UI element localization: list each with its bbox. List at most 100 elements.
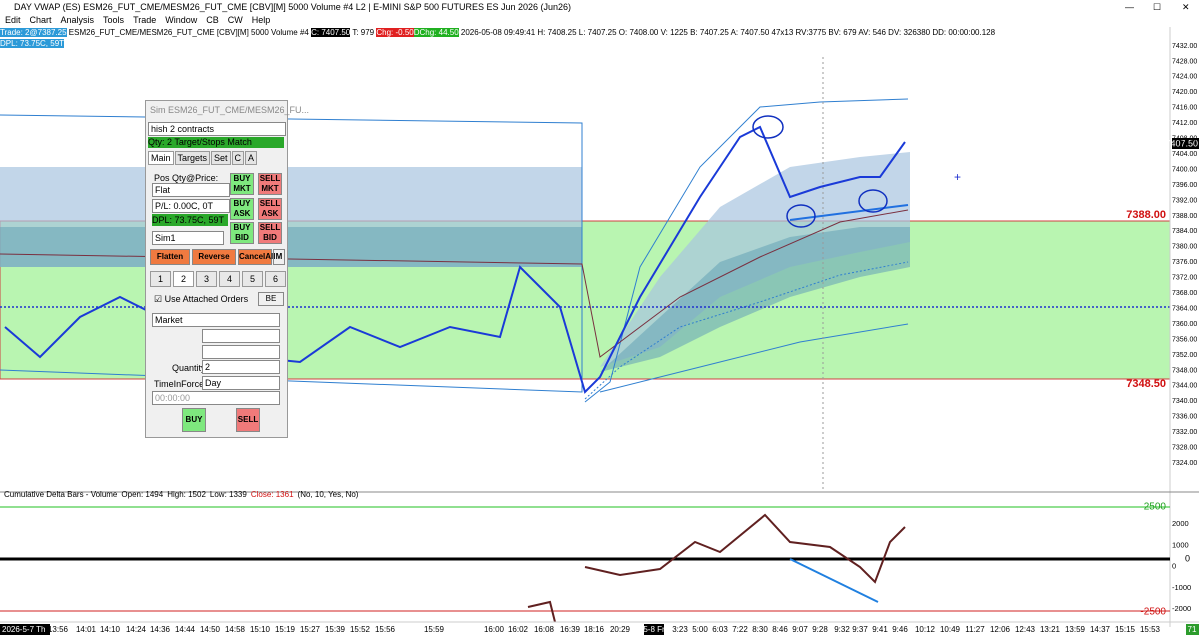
reverse[interactable]: Reverse <box>192 249 236 265</box>
time-tick-label: 14:58 <box>225 625 246 634</box>
time-tick-label: 7:22 <box>732 625 748 634</box>
m[interactable]: M <box>273 249 285 265</box>
sell[interactable]: SELL <box>236 408 260 432</box>
menu-item[interactable]: Tools <box>103 15 125 25</box>
sell-bid[interactable]: SELL BID <box>258 222 282 244</box>
time-tick-label: 14:50 <box>200 625 221 634</box>
menu-item[interactable]: CB <box>206 15 219 25</box>
price-tick-label: 7432.00 <box>1172 43 1197 50</box>
time-tick-label: 20:29 <box>610 625 631 634</box>
date-label: 2026-5-7 Th <box>2 625 45 634</box>
buy-ask[interactable]: BUY ASK <box>230 198 254 220</box>
price-tick-label: 7352.00 <box>1172 352 1197 359</box>
time-tick-label: 9:28 <box>812 625 828 634</box>
price-tick-label: 7416.00 <box>1172 105 1197 112</box>
close: C: 7407.50 <box>311 28 351 37</box>
buy-mkt[interactable]: BUY MKT <box>230 173 254 195</box>
price-tick-label: 7396.00 <box>1172 182 1197 189</box>
time-tick-label: 9:41 <box>872 625 888 634</box>
menu-item[interactable]: Edit <box>5 15 21 25</box>
price-tick-label: 7384.00 <box>1172 228 1197 235</box>
time-tick-label: 10:49 <box>940 625 961 634</box>
trade-label: Trade: 2@7387.25 <box>0 28 67 37</box>
tif[interactable]: Day <box>202 376 280 390</box>
price-tick-label: 7428.00 <box>1172 58 1197 65</box>
qty-button[interactable]: 6 <box>265 271 286 287</box>
tab[interactable]: Main <box>148 151 174 165</box>
time-tick-label: 15:10 <box>250 625 271 634</box>
pos-dpl: DPL: 73.75C, 59T <box>152 214 228 226</box>
time-tick-label: 15:39 <box>325 625 346 634</box>
time-tick-label: 14:24 <box>126 625 147 634</box>
price-tick-label: 7388.00 <box>1172 213 1197 220</box>
qty-button[interactable]: 2 <box>173 271 194 287</box>
tab[interactable]: Targets <box>174 151 211 165</box>
price-tick-label: 7368.00 <box>1172 290 1197 297</box>
price-tick-label: 7424.00 <box>1172 74 1197 81</box>
delta-title: Cumulative Delta Bars - Volume Open: 1494… <box>4 490 359 499</box>
delta-tick-label: 2000 <box>1172 519 1189 528</box>
field[interactable] <box>202 329 280 343</box>
price-tick-label: 7332.00 <box>1172 429 1197 436</box>
order-type[interactable]: Market <box>152 313 280 327</box>
time-tick-label: 16:02 <box>508 625 529 634</box>
pos: Flat <box>152 183 230 197</box>
sell-ask[interactable]: SELL ASK <box>258 198 282 220</box>
flatten[interactable]: Flatten <box>150 249 190 265</box>
title-bar: DAY VWAP (ES) ESM26_FUT_CME/MESM26_FUT_C… <box>14 2 1190 12</box>
account[interactable]: Sim1 <box>152 231 224 245</box>
buy[interactable]: BUY <box>182 408 206 432</box>
time-tick-label: 8:30 <box>752 625 768 634</box>
menu-item[interactable]: Trade <box>133 15 157 25</box>
menu-item[interactable]: CW <box>227 15 243 25</box>
status: Qty: 2 Target/Stops Match <box>148 137 284 148</box>
time-tick-label: 13:21 <box>1040 625 1061 634</box>
header: Trade: 2@7387.25 ESM26_FUT_CME/MESM26_FU… <box>0 27 1170 49</box>
qty-button[interactable]: 5 <box>242 271 263 287</box>
buy-bid[interactable]: BUY BID <box>230 222 254 244</box>
delta-zero-label: 0 <box>1185 553 1190 563</box>
cancel-all[interactable]: CancelAll <box>238 249 275 265</box>
time-tick-label: 9:46 <box>892 625 908 634</box>
tab[interactable]: A <box>245 151 258 165</box>
time-tick-label: 9:32 <box>834 625 850 634</box>
quantity-label: Quantity: <box>172 363 209 373</box>
tab[interactable]: Set <box>211 151 231 165</box>
menu-item[interactable]: Analysis <box>60 15 95 25</box>
time[interactable]: 00:00:00 <box>152 391 280 405</box>
tif-label: TimeInForce: <box>154 379 207 389</box>
time-tick-label: 16:08 <box>534 625 555 634</box>
time-tick-label: 15:56 <box>375 625 396 634</box>
last-price-label: 7407.50 <box>1165 138 1198 148</box>
menu-item[interactable]: Chart <box>29 15 52 25</box>
qty-button[interactable]: 4 <box>219 271 240 287</box>
time-tick-label: 14:10 <box>100 625 121 634</box>
qty-button[interactable]: 3 <box>196 271 217 287</box>
price-tick-label: 7328.00 <box>1172 445 1197 452</box>
price-tick-label: 7400.00 <box>1172 166 1197 173</box>
strategy[interactable]: hish 2 contracts <box>148 122 286 136</box>
menu-item[interactable]: Help <box>251 15 271 25</box>
be[interactable]: BE <box>258 292 284 306</box>
delta-tick-label: 0 <box>1172 562 1176 571</box>
qty-button[interactable]: 1 <box>150 271 171 287</box>
dpl: DPL: 73.75C, 59T <box>0 39 65 48</box>
time-tick-label: 9:37 <box>852 625 868 634</box>
sell-mkt[interactable]: SELL MKT <box>258 173 282 195</box>
time-tick-label: 15:27 <box>300 625 321 634</box>
field[interactable] <box>202 345 280 359</box>
menu-item[interactable]: Window <box>165 15 198 25</box>
tab[interactable]: C <box>231 151 245 165</box>
pl: P/L: 0.00C, 0T <box>152 199 230 213</box>
price-tick-label: 7336.00 <box>1172 414 1197 421</box>
ticks: T: 979 <box>352 28 375 37</box>
price-tick-label: 7340.00 <box>1172 398 1197 405</box>
info: 2026-05-08 09:49:41 H: 7408.25 L: 7407.2… <box>460 28 996 37</box>
day-marker <box>644 624 664 635</box>
attached[interactable]: ☑ Use Attached Orders <box>154 294 249 304</box>
quantity[interactable]: 2 <box>202 360 280 374</box>
delta-lower-label: -2500 <box>1140 607 1166 618</box>
time-tick-label: 3:23 <box>672 625 688 634</box>
price-tick-label: 7404.00 <box>1172 151 1197 158</box>
